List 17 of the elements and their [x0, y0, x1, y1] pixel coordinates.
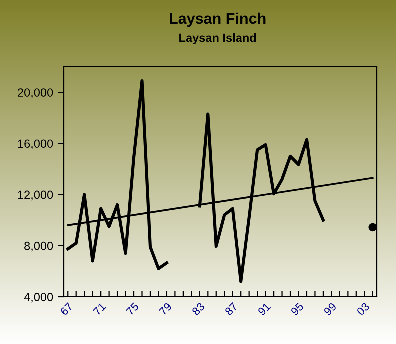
y-tick-label: 20,000 [18, 88, 54, 98]
x-tick-label: 67 [60, 302, 74, 316]
x-tick-label: 03 [356, 302, 370, 316]
chart-title: Laysan Finch [170, 12, 266, 28]
x-tick-label: 79 [158, 302, 172, 316]
x-tick-label: 71 [93, 302, 106, 316]
x-tick-label: 91 [258, 302, 272, 316]
y-tick-label: 16,000 [18, 140, 54, 150]
x-tick-label: 99 [324, 302, 338, 316]
x-tick-label: 83 [192, 302, 206, 316]
y-tick-label: 12,000 [18, 190, 54, 201]
chart-subtitle: Laysan Island [180, 34, 256, 44]
x-tick-label: 95 [290, 302, 304, 316]
y-tick-label: 4,000 [24, 293, 54, 303]
x-tick-label: 75 [126, 302, 140, 316]
x-tick-label: 87 [224, 302, 238, 316]
y-tick-label: 8,000 [24, 242, 54, 252]
